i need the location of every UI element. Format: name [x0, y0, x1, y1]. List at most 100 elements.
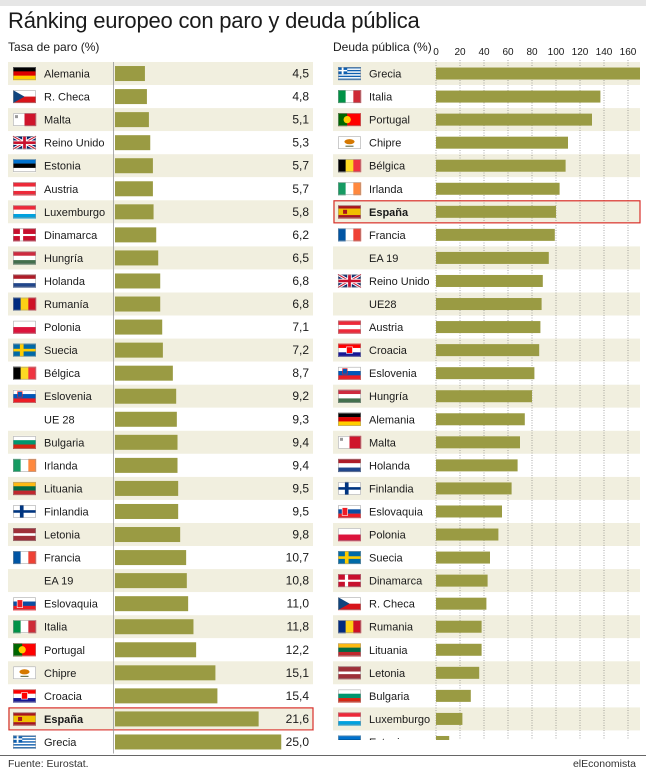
row-italia: Italia 11,8: [8, 615, 313, 639]
bar-austria: [115, 181, 153, 197]
row-alemania: Alemania 4,5: [8, 62, 313, 86]
bar-lituania: [436, 643, 482, 656]
bar-eslovenia: [436, 367, 535, 380]
value-label: 9,4: [292, 458, 309, 472]
flag-si-icon: [338, 366, 361, 380]
country-label: Polonia: [369, 530, 407, 542]
bar-lituania: [115, 480, 179, 496]
row-ea-19: EA 19 10,8: [8, 569, 313, 593]
value-label: 9,3: [292, 412, 309, 426]
bar-bulgaria: [436, 689, 471, 702]
bar-ue28: [436, 298, 542, 311]
bar-suecia: [115, 342, 163, 358]
flag-cy-icon: [13, 666, 36, 680]
row-belgica: Bélgica 8,7: [8, 361, 313, 385]
flag-de-icon: [13, 67, 36, 81]
row-letonia: Letonia: [333, 661, 640, 685]
country-label: Grecia: [369, 69, 402, 81]
flag-ro-icon: [338, 620, 362, 634]
source-note: Fuente: Eurostat.: [8, 758, 89, 770]
value-label: 6,8: [292, 297, 309, 311]
value-label: 8,7: [292, 366, 309, 380]
bar-croacia: [115, 688, 218, 704]
bar-espana: [436, 205, 556, 218]
flag-mt-icon: [338, 435, 362, 449]
row-lituania: Lituania 9,5: [8, 476, 313, 500]
country-label: R. Checa: [369, 599, 416, 611]
flag-fr-icon: [13, 551, 37, 565]
country-label: Portugal: [369, 115, 410, 127]
country-label: Lituania: [369, 645, 408, 657]
row-bg: [8, 108, 313, 132]
value-label: 9,8: [292, 528, 309, 542]
country-label: Eslovenia: [44, 391, 93, 403]
country-label: Croacia: [369, 345, 408, 357]
flag-fi-icon: [338, 481, 361, 495]
country-label: Alemania: [369, 414, 416, 426]
country-label: Portugal: [44, 645, 85, 657]
row-bg: [8, 131, 313, 155]
flag-lt-icon: [338, 643, 361, 657]
row-bulgaria: Bulgaria 9,4: [8, 430, 313, 454]
debt-chart-title: Deuda pública (%): [333, 40, 432, 54]
row-chipre: Chipre 15,1: [8, 661, 313, 685]
flag-es-icon: [13, 712, 36, 726]
value-label: 5,8: [292, 205, 309, 219]
flag-gr-icon: [13, 735, 36, 749]
row-bg: [8, 246, 313, 270]
row-finlandia: Finlandia 9,5: [8, 499, 313, 523]
bar-hungria: [436, 390, 532, 403]
country-label: Suecia: [44, 345, 79, 357]
bar-dinamarca: [115, 227, 157, 243]
value-label: 5,7: [292, 182, 309, 196]
country-label: Malta: [44, 115, 72, 127]
value-label: 5,1: [292, 113, 309, 127]
flag-se-icon: [13, 343, 36, 357]
tick-label: 160: [620, 47, 637, 58]
flag-cz-icon: [338, 597, 361, 611]
bar-austria: [436, 321, 541, 334]
country-label: España: [44, 714, 84, 726]
country-label: Reino Unido: [369, 276, 430, 288]
country-label: Estonia: [369, 737, 407, 740]
value-label: 11,0: [287, 597, 310, 611]
row-hungria: Hungría 6,5: [8, 246, 313, 270]
country-label: Dinamarca: [44, 230, 98, 242]
flag-uk-icon: [12, 134, 37, 151]
tick-label: 0: [433, 47, 439, 58]
flag-mt-icon: [13, 113, 37, 127]
bar-reino-unido: [115, 135, 151, 151]
flag-lu-icon: [338, 712, 361, 726]
tick-label: 20: [454, 47, 466, 58]
value-label: 6,8: [292, 274, 309, 288]
country-label: Letonia: [44, 530, 81, 542]
tick-label: 40: [478, 47, 490, 58]
flag-cy-icon: [338, 136, 361, 150]
row-eslovenia: Eslovenia 9,2: [8, 384, 313, 408]
bar-francia: [436, 228, 555, 241]
flag-it-icon: [338, 90, 362, 104]
country-label: Austria: [369, 322, 404, 334]
country-label: Reino Unido: [44, 138, 105, 150]
value-label: 9,5: [292, 481, 309, 495]
flag-pl-icon: [338, 528, 361, 542]
bar-grecia: [115, 734, 282, 750]
flag-hu-icon: [338, 389, 361, 403]
country-label: Eslovaquia: [44, 599, 99, 611]
flag-ee-icon: [338, 735, 361, 740]
row-rumania: Rumania: [333, 615, 640, 639]
country-label: Finlandia: [44, 506, 90, 518]
value-label: 9,5: [292, 504, 309, 518]
top-band: [0, 0, 646, 6]
value-label: 4,5: [292, 67, 309, 81]
row-bg: [8, 62, 313, 86]
country-label: Malta: [369, 437, 397, 449]
row-estonia: Estonia 5,7: [8, 154, 313, 178]
country-label: Eslovaquia: [369, 506, 424, 518]
value-label: 6,2: [292, 228, 309, 242]
row-polonia: Polonia 7,1: [8, 315, 313, 339]
country-label: UE28: [369, 299, 397, 311]
row-bg: [333, 661, 640, 685]
row-estonia: Estonia: [333, 730, 640, 740]
footer-rule: [0, 755, 646, 756]
